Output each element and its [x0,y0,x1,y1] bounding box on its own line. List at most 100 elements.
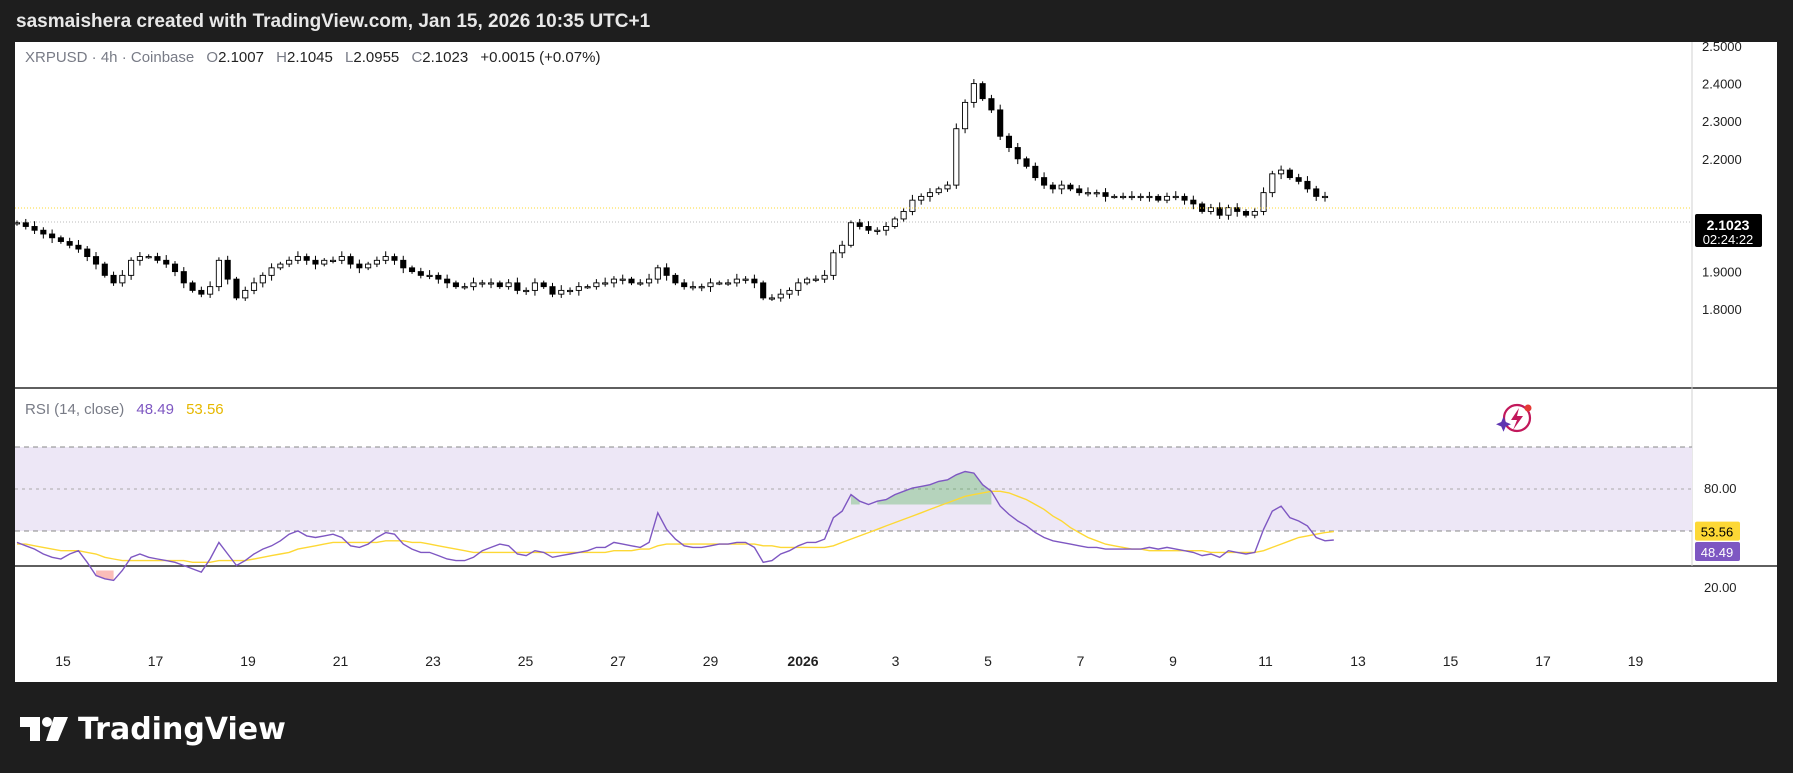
candle-body [461,286,468,289]
candle-body [970,83,977,103]
open-label: O [206,49,218,66]
candle-body [654,267,661,280]
candle-body [49,233,56,239]
low-label: L [345,49,353,66]
candle-body [1190,199,1197,205]
candle-body [1295,177,1302,182]
candle-body [707,282,714,288]
top-bar: sasmaishera created with TradingView.com… [0,0,1793,42]
candle-body [531,282,538,291]
candle-body [75,244,82,250]
candle-body [786,289,793,295]
candles-layer [15,79,1329,302]
rsi-line [16,470,1334,582]
candle-body [294,256,301,261]
candle-body [1234,207,1241,212]
time-axis-ticks: 15 17 19 21 23 25 27 29 2026 3 5 7 9 11 13 15 17 19 [55,653,1643,669]
time-tick-label: 15 [1443,653,1459,669]
candle-body [92,256,100,265]
chart-frame[interactable]: 2.50002.40002.30002.20002.00001.90001.80… [15,42,1777,682]
candle-body [1269,173,1276,194]
time-tick-label: 17 [1535,653,1551,669]
candle-body [681,282,688,288]
attribution-text: sasmaishera created with TradingView.com… [16,11,651,32]
candle-body [1023,158,1030,167]
candle-body [496,282,503,288]
time-tick-label: 3 [892,653,900,669]
candle-body [224,259,231,280]
candle-body [268,267,275,276]
rsi-overbought-fill [877,471,992,505]
price-tick-label: 1.9000 [1702,265,1742,280]
candle-body [40,229,47,235]
time-tick-label: 27 [610,653,626,669]
price-legend: XRPUSD · 4h · Coinbase O2.1007 H2.1045 L… [25,49,600,66]
candle-body [1084,192,1092,195]
rsi-ma-badge [1695,521,1740,541]
price-tick-label: 2.4000 [1702,77,1742,92]
candle-body [1313,188,1320,197]
tradingview-logo[interactable]: TradingView [18,712,286,747]
candle-body [444,278,451,284]
candle-body [207,286,214,295]
candle-body [733,278,740,284]
candle-body [1041,177,1048,186]
candle-body [1172,195,1179,199]
candle-body [1155,195,1162,201]
candle-body [154,256,161,261]
candle-body [145,256,152,259]
candle-body [382,256,389,261]
candle-body [1067,184,1074,190]
tradingview-logo-icon [20,717,68,741]
candle-body [400,259,407,269]
candle-body [1321,195,1329,199]
candle-body [1163,195,1171,201]
candle-body [865,226,872,231]
candle-body [1005,135,1013,148]
rsi-tick-label: 80.00 [1704,481,1737,496]
candle-body [1120,195,1127,199]
candle-body [997,109,1004,137]
chart-canvas[interactable]: 2.50002.40002.30002.20002.00001.90001.80… [15,42,1777,682]
candle-body [1225,207,1232,216]
symbol-label: XRPUSD · 4h · Coinbase [25,49,194,66]
candle-body [312,259,319,265]
candle-body [698,286,705,289]
price-tick-label: 2.2000 [1702,152,1742,167]
time-tick-label: 13 [1350,653,1366,669]
price-tick-label: 2.5000 [1702,42,1742,54]
candle-body [356,263,363,269]
rsi-legend: RSI (14, close) 48.49 53.56 [25,401,224,418]
candle-body [804,278,811,284]
candle-body [962,101,969,130]
candle-body [926,192,934,197]
candle-body [610,278,617,284]
candle-body [1093,192,1100,195]
candle-body [672,274,679,284]
rsi-ma-value: 53.56 [186,401,224,418]
candle-body [777,293,784,299]
candle-body [1146,195,1153,199]
candle-body [277,263,284,269]
candle-body [979,83,986,100]
candle-body [988,98,995,111]
candle-body [847,222,855,246]
sparkle-bolt-icon[interactable] [1496,403,1532,433]
candle-body [540,282,547,288]
candle-body [795,282,802,291]
time-tick-label: 5 [984,653,992,669]
candle-body [856,222,863,227]
candle-body [821,274,828,280]
candle-body [435,274,442,280]
candle-body [110,274,117,284]
candle-body [883,226,890,231]
candle-body [760,282,767,299]
price-badge [1695,214,1762,247]
time-tick-label: 9 [1169,653,1177,669]
candle-body [101,263,108,276]
candle-body [830,252,837,276]
candle-body [1049,184,1056,190]
candle-body [1251,210,1258,216]
price-tick-label: 2.3000 [1702,114,1742,129]
candle-body [365,263,372,269]
